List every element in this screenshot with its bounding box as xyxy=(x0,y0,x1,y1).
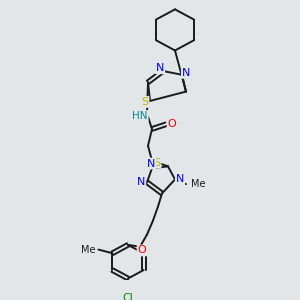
Text: N: N xyxy=(182,68,190,78)
Text: S: S xyxy=(153,158,161,168)
Text: Me: Me xyxy=(81,244,95,254)
Text: N: N xyxy=(176,174,184,184)
Text: N: N xyxy=(147,158,155,169)
Text: O: O xyxy=(168,119,176,129)
Text: O: O xyxy=(138,245,146,256)
Text: S: S xyxy=(141,97,148,107)
Text: N: N xyxy=(137,177,145,187)
Text: Me: Me xyxy=(191,179,206,189)
Text: Cl: Cl xyxy=(123,293,134,300)
Text: HN: HN xyxy=(132,111,148,121)
Text: N: N xyxy=(156,63,164,73)
